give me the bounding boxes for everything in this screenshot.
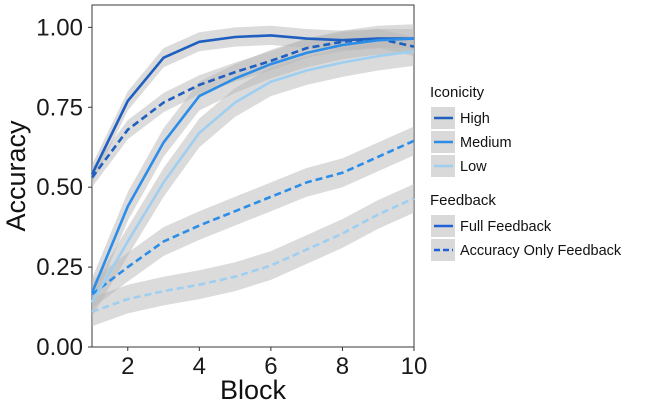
legend-label-medium: Medium [460, 135, 512, 151]
y-tick-label: 0.50 [36, 174, 83, 201]
line-medium-accuracy-only-feedback [91, 139, 415, 296]
x-tick-label: 2 [121, 353, 134, 380]
plot-area [90, 4, 415, 348]
y-axis: 0.00 0.25 0.50 0.75 1.00 [36, 14, 92, 361]
y-tick-label: 0.00 [36, 334, 83, 361]
line-high-accuracy-only-feedback [90, 37, 415, 179]
legend-label-full-feedback: Full Feedback [460, 219, 552, 235]
x-axis-title: Block [220, 375, 287, 405]
y-tick-label: 0.25 [36, 254, 83, 281]
x-axis: 2 4 6 8 10 [121, 347, 427, 380]
line-low-accuracy-only-feedback [91, 197, 415, 314]
x-tick-label: 10 [401, 353, 428, 380]
line-medium-full-feedback [90, 37, 415, 294]
x-tick-label: 8 [336, 353, 349, 380]
x-tick-label: 6 [264, 353, 277, 380]
y-axis-title: Accuracy [1, 120, 31, 232]
y-tick-label: 1.00 [36, 14, 83, 41]
y-tick-label: 0.75 [36, 94, 83, 121]
legend-label-accuracy-only-feedback: Accuracy Only Feedback [460, 243, 622, 259]
series-lines [90, 34, 415, 314]
legend-label-high: High [460, 111, 490, 127]
line-low-full-feedback [90, 50, 415, 303]
legend-title-iconicity: Iconicity [430, 84, 485, 101]
band-medium-accuracy-only-feedback [92, 126, 414, 309]
legend-title-feedback: Feedback [430, 192, 496, 209]
x-tick-label: 4 [193, 353, 206, 380]
legend: Iconicity High Medium Low Feedback Full Feedb… [430, 84, 622, 261]
legend-label-low: Low [460, 159, 487, 175]
